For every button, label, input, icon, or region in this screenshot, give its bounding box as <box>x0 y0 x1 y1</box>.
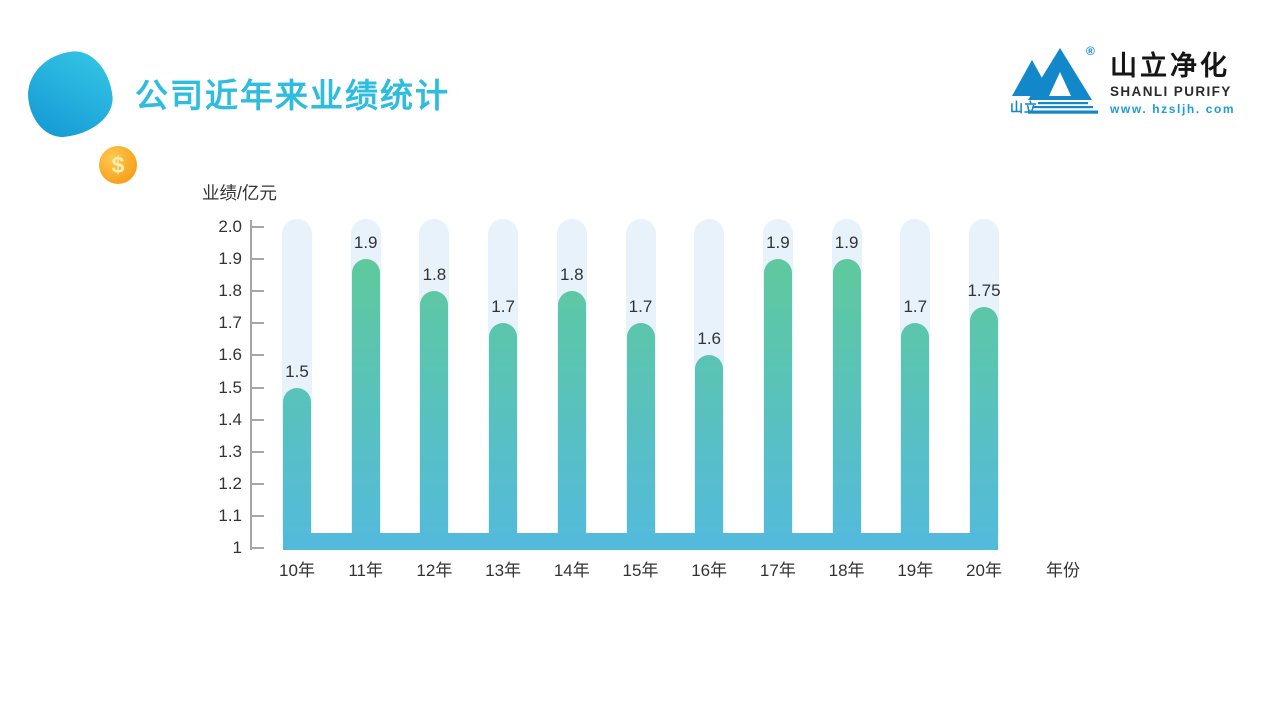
y-tick-mark <box>251 258 264 261</box>
bar <box>351 259 380 550</box>
y-axis-line <box>250 220 252 550</box>
x-tick-label: 15年 <box>622 561 659 580</box>
bar <box>626 323 655 550</box>
y-tick-label: 1.6 <box>218 345 242 365</box>
y-tick-label: 1.8 <box>218 281 242 301</box>
page-title: 公司近年来业绩统计 <box>135 77 450 114</box>
company-logo: 山立净化 SHANLI PURIFY www. hzsljh. com <box>1110 51 1270 116</box>
y-tick-label: 1.7 <box>218 313 242 333</box>
dollar-symbol: $ <box>111 151 125 178</box>
x-tick-label: 13年 <box>485 561 522 580</box>
y-tick-mark <box>251 322 264 325</box>
bar <box>557 291 586 550</box>
y-tick-label: 1.4 <box>218 409 242 429</box>
bar-value-label: 1.5 <box>285 361 309 381</box>
bar-value-label: 1.9 <box>766 233 790 253</box>
y-tick-label: 2.0 <box>218 217 242 236</box>
y-tick-mark <box>251 354 264 357</box>
bar <box>695 355 724 550</box>
x-tick-label: 17年 <box>759 561 796 580</box>
bar-value-label: 1.9 <box>353 233 378 253</box>
baseline-strip <box>283 533 998 550</box>
y-tick-label: 1.1 <box>218 505 242 525</box>
x-tick-label: 18年 <box>828 561 865 580</box>
x-tick-label: 19年 <box>897 561 934 580</box>
bar <box>489 323 518 550</box>
bar <box>763 259 792 550</box>
y-tick-mark <box>251 482 264 485</box>
x-tick-label: 12年 <box>416 561 453 580</box>
y-tick-mark <box>251 418 264 421</box>
y-tick-label: 1.9 <box>218 249 242 269</box>
bar <box>420 291 449 550</box>
y-tick-mark <box>251 226 264 228</box>
company-website: www. hzsljh. com <box>1110 101 1236 116</box>
bar-value-label: 1.6 <box>697 329 721 349</box>
bar <box>901 323 930 550</box>
y-tick-label: 1.5 <box>218 377 242 397</box>
y-tick-mark <box>251 547 264 549</box>
y-tick-label: 1.3 <box>218 441 242 461</box>
x-tick-label: 14年 <box>553 561 590 580</box>
x-tick-label: 16年 <box>691 561 728 580</box>
bar <box>970 307 998 550</box>
bar-value-label: 1.8 <box>559 265 584 285</box>
y-tick-mark <box>251 514 264 517</box>
x-axis-title: 年份 <box>1046 561 1080 580</box>
logo-mountain-label: 山立 <box>1010 100 1039 115</box>
y-tick-label: 1 <box>232 538 242 557</box>
y-tick-mark <box>251 450 264 453</box>
x-tick-label: 11年 <box>348 561 384 580</box>
bar-value-label: 1.7 <box>628 297 653 317</box>
company-name-cn: 山立净化 <box>1110 51 1230 81</box>
company-name-en: SHANLI PURIFY <box>1110 83 1232 99</box>
bar <box>283 387 311 550</box>
y-tick-mark <box>251 386 264 389</box>
bar-value-label: 1.7 <box>491 297 515 317</box>
registered-trademark-icon: ® <box>1086 44 1095 58</box>
dollar-coin-icon: $ <box>99 146 137 184</box>
bar-value-label: 1.9 <box>834 233 859 253</box>
y-axis-title: 业绩/亿元 <box>202 183 277 203</box>
y-tick-mark <box>251 290 264 293</box>
bar-value-label: 1.75 <box>967 281 1001 301</box>
x-tick-label: 20年 <box>966 561 1002 580</box>
mountain-logo-icon <box>1012 48 1098 114</box>
y-tick-label: 1.2 <box>218 473 242 493</box>
bar <box>832 259 861 550</box>
bar-value-label: 1.7 <box>903 297 928 317</box>
bar-value-label: 1.8 <box>422 265 447 285</box>
x-tick-label: 10年 <box>279 561 315 580</box>
